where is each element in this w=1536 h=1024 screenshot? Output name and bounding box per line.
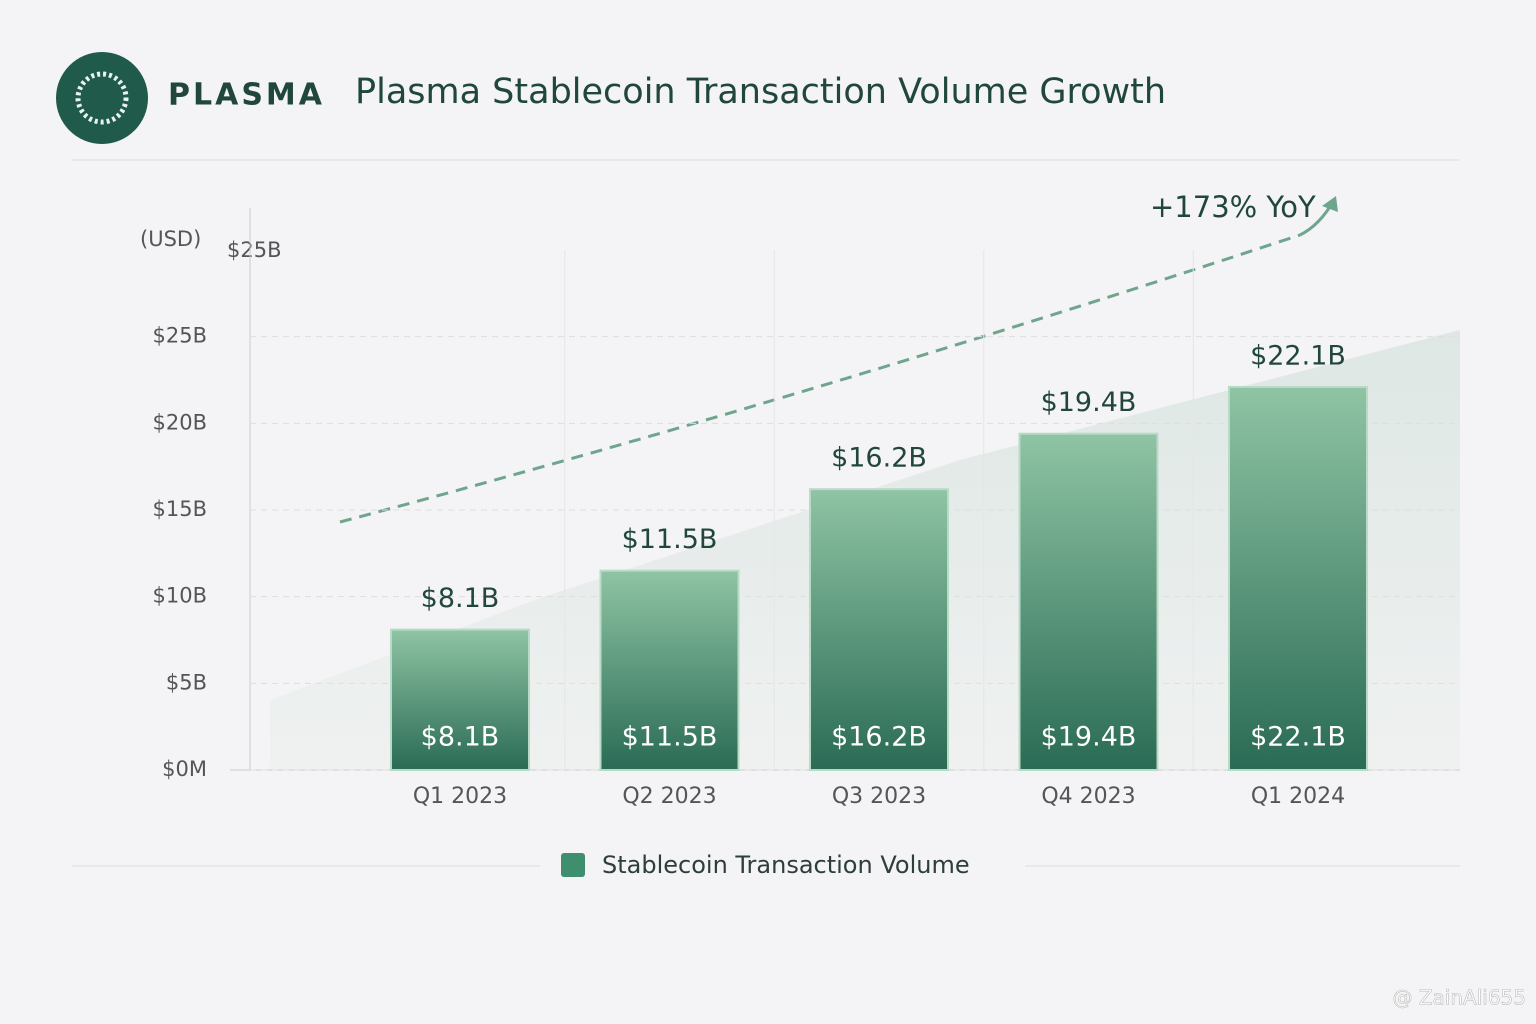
y-tick-label: $15B [153,497,208,521]
bar-value-label: $11.5B [622,524,718,555]
bar-value-label: $16.2B [831,443,927,474]
y-axis-label: (USD) [140,227,201,251]
chart-title: Plasma Stablecoin Transaction Volume Gro… [355,72,1166,112]
y-tick-label: $10B [153,584,208,608]
x-tick-label: Q3 2023 [832,784,926,809]
legend-swatch [561,853,585,877]
y-tick-label: $0M [162,757,207,781]
legend-label: Stablecoin Transaction Volume [602,851,970,879]
bar [1018,432,1159,771]
bar [599,569,740,772]
axis-annotation: $25B [227,238,282,262]
bar-value-label: $8.1B [421,583,500,614]
bar [809,488,949,771]
x-tick-label: Q1 2024 [1251,784,1345,809]
bar [390,628,530,771]
x-tick-label: Q1 2023 [413,784,507,809]
bar-inner-label: $11.5B [622,722,718,753]
y-tick-label: $20B [153,410,208,434]
y-tick-label: $5B [166,670,207,694]
brand: PLASMA [168,78,325,113]
logo [56,52,148,144]
bar-inner-label: $19.4B [1041,722,1137,753]
x-tick-label: Q2 2023 [622,784,716,809]
watermark: @ ZainAli655 [1392,986,1526,1010]
bar-inner-label: $8.1B [421,722,500,753]
bar-value-label: $22.1B [1250,340,1346,371]
y-tick-label: $25B [153,324,208,348]
arrow-head [1322,196,1338,212]
bar [1228,385,1368,771]
bar-inner-label: $16.2B [831,722,927,753]
bar-inner-label: $22.1B [1250,722,1346,753]
x-tick-label: Q4 2023 [1041,784,1135,809]
trend-arrow [339,233,1301,524]
bar-value-label: $19.4B [1041,387,1137,418]
growth-annotation: +173% YoY [1150,190,1316,224]
